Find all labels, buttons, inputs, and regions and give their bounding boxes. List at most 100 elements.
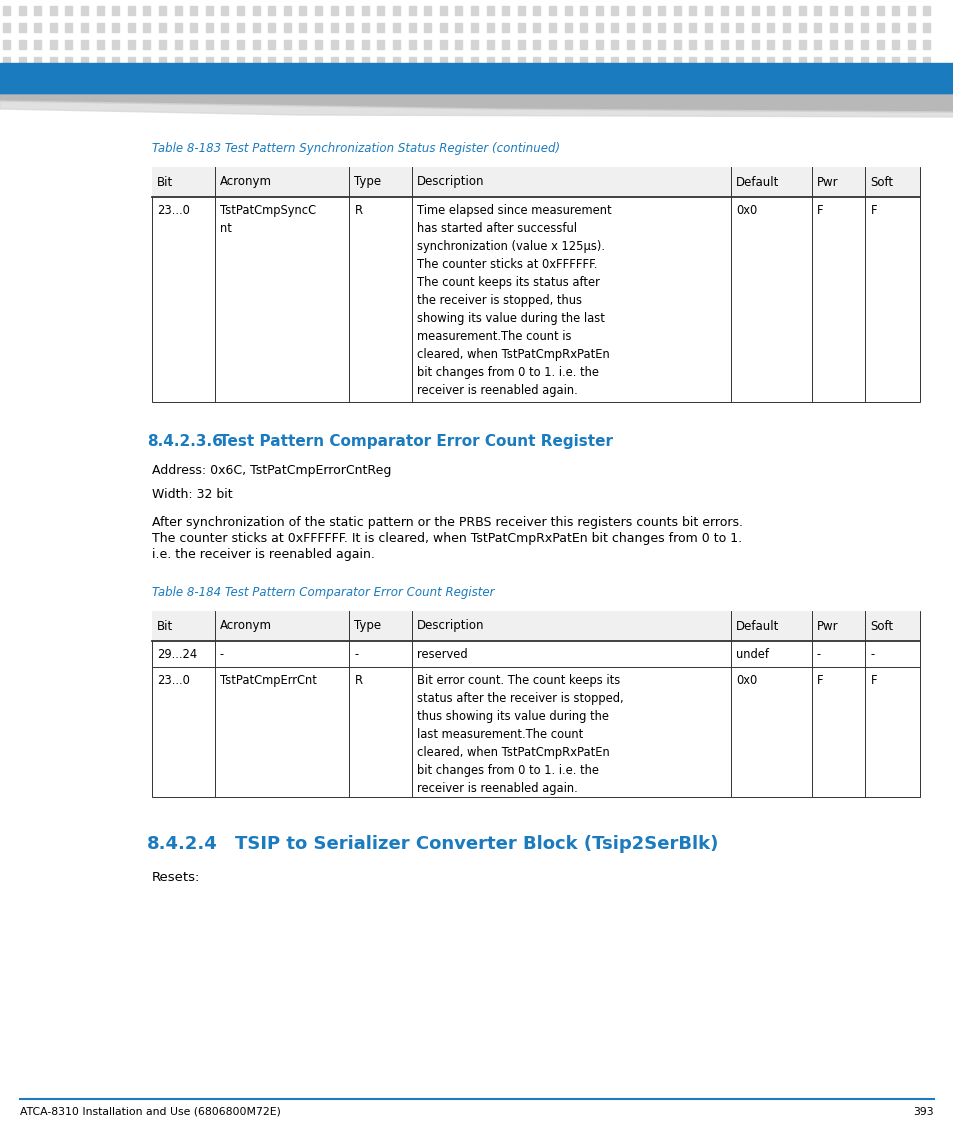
Text: F: F: [816, 674, 822, 687]
Text: F: F: [869, 674, 876, 687]
Bar: [891, 57, 899, 66]
Bar: [424, 6, 431, 15]
Bar: [642, 57, 649, 66]
Bar: [96, 57, 104, 66]
Text: Address: 0x6C, TstPatCmpErrorCntReg: Address: 0x6C, TstPatCmpErrorCntReg: [152, 464, 391, 477]
Bar: [81, 40, 88, 49]
Bar: [704, 57, 711, 66]
Bar: [517, 40, 524, 49]
Bar: [829, 23, 836, 32]
Bar: [439, 23, 446, 32]
Bar: [626, 23, 634, 32]
Bar: [112, 23, 119, 32]
Bar: [143, 57, 151, 66]
Bar: [611, 57, 618, 66]
Bar: [143, 6, 151, 15]
Text: Type: Type: [354, 175, 381, 189]
Bar: [596, 23, 602, 32]
Bar: [766, 57, 774, 66]
Bar: [128, 23, 134, 32]
Text: Table 8-183 Test Pattern Synchronization Status Register (continued): Table 8-183 Test Pattern Synchronization…: [152, 142, 559, 155]
Text: Acronym: Acronym: [220, 175, 272, 189]
Bar: [283, 57, 291, 66]
Bar: [813, 23, 821, 32]
Text: CPLD and FPGA: CPLD and FPGA: [740, 70, 904, 88]
Text: undef: undef: [736, 648, 768, 661]
Bar: [34, 6, 41, 15]
Bar: [253, 23, 259, 32]
Bar: [844, 6, 852, 15]
Bar: [66, 23, 72, 32]
Bar: [377, 23, 384, 32]
Bar: [346, 40, 353, 49]
Bar: [829, 6, 836, 15]
Text: 8.4.2.3.6: 8.4.2.3.6: [147, 434, 223, 449]
Bar: [439, 40, 446, 49]
Bar: [596, 6, 602, 15]
Bar: [314, 6, 322, 15]
Bar: [221, 57, 228, 66]
Bar: [766, 6, 774, 15]
Bar: [174, 57, 181, 66]
Bar: [891, 23, 899, 32]
Bar: [236, 23, 244, 32]
Bar: [81, 6, 88, 15]
Bar: [96, 40, 104, 49]
Bar: [253, 6, 259, 15]
Text: i.e. the receiver is reenabled again.: i.e. the receiver is reenabled again.: [152, 548, 375, 561]
Bar: [720, 6, 727, 15]
Bar: [813, 6, 821, 15]
Bar: [314, 40, 322, 49]
Bar: [596, 40, 602, 49]
Bar: [564, 57, 571, 66]
Bar: [533, 23, 539, 32]
Bar: [876, 6, 882, 15]
Text: 0x0: 0x0: [736, 674, 757, 687]
Bar: [923, 57, 929, 66]
Bar: [408, 57, 416, 66]
Bar: [455, 57, 462, 66]
Bar: [3, 23, 10, 32]
Bar: [190, 6, 197, 15]
Bar: [50, 23, 57, 32]
Bar: [720, 57, 727, 66]
Bar: [689, 40, 696, 49]
Bar: [736, 23, 742, 32]
Bar: [3, 40, 10, 49]
Bar: [66, 6, 72, 15]
Bar: [907, 40, 914, 49]
Bar: [766, 40, 774, 49]
Bar: [782, 40, 789, 49]
Bar: [673, 6, 680, 15]
Bar: [907, 57, 914, 66]
Bar: [268, 40, 274, 49]
Bar: [159, 6, 166, 15]
Bar: [891, 6, 899, 15]
Bar: [206, 6, 213, 15]
Bar: [34, 23, 41, 32]
Bar: [18, 40, 26, 49]
Bar: [377, 6, 384, 15]
Bar: [829, 57, 836, 66]
Text: Description: Description: [416, 619, 484, 632]
Bar: [579, 6, 587, 15]
Text: 393: 393: [912, 1107, 933, 1118]
Bar: [564, 23, 571, 32]
Bar: [782, 23, 789, 32]
Bar: [152, 167, 919, 402]
Bar: [564, 6, 571, 15]
Bar: [377, 40, 384, 49]
Bar: [455, 23, 462, 32]
Bar: [3, 57, 10, 66]
Bar: [112, 57, 119, 66]
Bar: [751, 57, 758, 66]
Bar: [346, 23, 353, 32]
Bar: [923, 40, 929, 49]
Bar: [548, 40, 556, 49]
Text: Table 8-184 Test Pattern Comparator Error Count Register: Table 8-184 Test Pattern Comparator Erro…: [152, 586, 494, 599]
Bar: [299, 57, 306, 66]
Text: F: F: [816, 204, 822, 218]
Bar: [143, 23, 151, 32]
Bar: [0, 63, 953, 95]
Bar: [361, 6, 369, 15]
